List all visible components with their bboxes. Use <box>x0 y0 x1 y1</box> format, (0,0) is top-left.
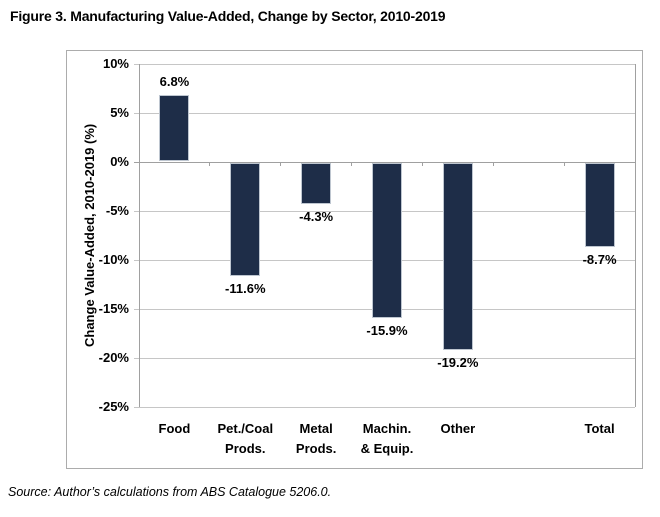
bar <box>442 163 473 351</box>
category-label-line: Machin. <box>362 421 412 436</box>
y-tick-label: -5% <box>105 203 129 218</box>
category-axis-tick <box>138 162 140 166</box>
category-label-line: Total <box>584 421 615 436</box>
bar <box>372 163 402 318</box>
y-tick-label: -25% <box>98 399 129 414</box>
category-label: Metal Prods. <box>268 419 364 459</box>
bar-value-label: -11.6% <box>225 280 266 296</box>
gridline <box>134 357 635 359</box>
bar-value-label: -19.2% <box>437 355 479 371</box>
source-note: Source: Author’s calculations from ABS C… <box>8 485 332 499</box>
category-axis-tick <box>280 162 282 166</box>
category-label-line: & Equip. <box>360 441 414 456</box>
category-label: Other <box>410 419 506 439</box>
category-axis-tick <box>492 162 494 166</box>
category-label-line: Metal <box>299 421 333 436</box>
bar <box>301 163 332 205</box>
figure-title: Figure 3. Manufacturing Value-Added, Cha… <box>10 8 446 24</box>
category-label-line: Prods. <box>295 441 337 456</box>
category-label-line: Other <box>440 421 476 436</box>
y-tick-label: 0% <box>110 154 129 169</box>
bar-value-label: -8.7% <box>582 252 617 268</box>
y-tick-label: 10% <box>102 56 129 71</box>
category-axis-tick <box>563 162 565 166</box>
gridline <box>134 112 635 114</box>
category-label: Machin. & Equip. <box>339 419 435 459</box>
category-axis-tick <box>209 162 211 166</box>
gridline <box>134 63 635 65</box>
y-tick-label: 5% <box>110 105 129 120</box>
category-label: Food <box>126 419 222 439</box>
plot-area: 10% 5% 0% -5% -10% -15% -20% -25% 6.8% -11.6% -4.3… <box>99 56 636 456</box>
bar <box>230 163 261 276</box>
gridline <box>134 406 635 408</box>
category-axis-tick <box>634 162 636 166</box>
y-axis-line <box>138 64 140 407</box>
bar-value-label: -4.3% <box>299 209 334 225</box>
category-axis-tick <box>351 162 353 166</box>
y-tick-label: -10% <box>98 252 129 267</box>
category-label: Pet./Coal Prods. <box>197 419 293 459</box>
bar-value-label: 6.8% <box>159 74 190 90</box>
bar <box>584 163 615 248</box>
y-tick-label: -20% <box>98 350 129 365</box>
category-label-line: Pet./Coal <box>217 421 274 436</box>
category-axis-tick <box>421 162 423 166</box>
bar-value-label: -15.9% <box>366 322 408 338</box>
bar <box>159 95 190 161</box>
y-tick-label: -15% <box>98 301 129 316</box>
plot-right-border <box>634 64 636 407</box>
category-label-line: Prods. <box>225 441 266 456</box>
category-label: Total <box>552 419 648 439</box>
category-label-line: Food <box>158 421 191 436</box>
zero-axis-line <box>134 161 635 163</box>
